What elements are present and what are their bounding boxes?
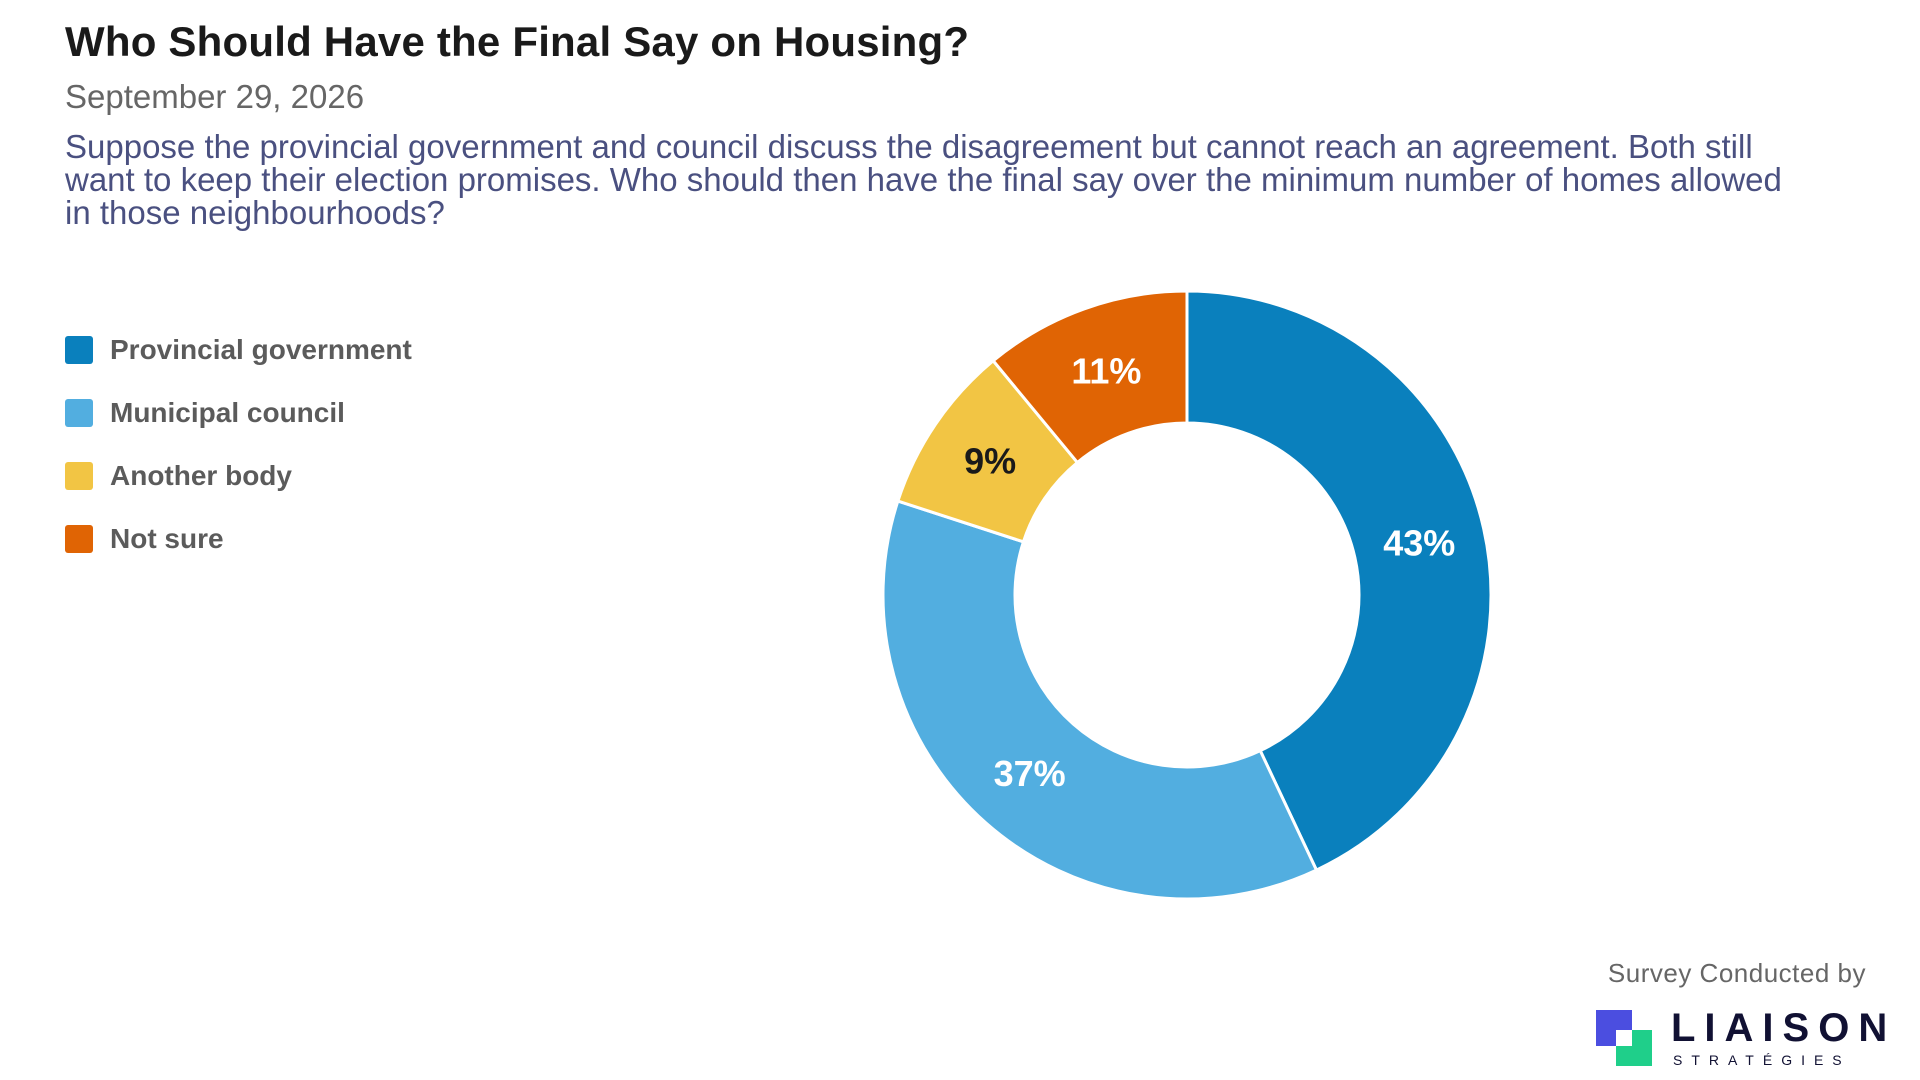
legend-swatch [65, 524, 93, 553]
logo-subtitle: STRATÉGIES [1673, 1052, 1851, 1068]
logo-mark-icon [1596, 1010, 1652, 1066]
chart-date: September 29, 2026 [65, 78, 365, 115]
legend-item: Another body [65, 444, 412, 507]
legend-swatch [65, 398, 93, 427]
survey-question: Suppose the provincial government and co… [65, 128, 1782, 231]
slice-label: 11% [1071, 351, 1141, 392]
legend-label: Another body [110, 459, 292, 491]
legend-item: Municipal council [65, 381, 412, 444]
legend-item: Provincial government [65, 318, 412, 381]
logo-square-cutout [1616, 1030, 1632, 1046]
logo-name: LIAISON [1671, 1006, 1897, 1050]
liaison-logo: LIAISON STRATÉGIES [1596, 1006, 1887, 1068]
legend-swatch [65, 461, 93, 490]
legend-swatch [65, 335, 93, 364]
chart-legend: Provincial government Municipal council An… [65, 318, 412, 570]
legend-label: Not sure [110, 522, 224, 554]
legend-label: Provincial government [110, 333, 412, 365]
slice-label: 43% [1383, 523, 1455, 564]
donut-slice [991, 289, 1189, 465]
chart-title: Who Should Have the Final Say on Housing… [65, 18, 970, 65]
legend-label: Municipal council [110, 396, 345, 428]
survey-credit: Survey Conducted by [1607, 958, 1866, 988]
donut-slice [881, 499, 1319, 901]
slice-label: 37% [994, 753, 1066, 794]
donut-slice [1185, 289, 1493, 873]
slice-label: 9% [964, 441, 1016, 482]
legend-item: Not sure [65, 507, 412, 570]
